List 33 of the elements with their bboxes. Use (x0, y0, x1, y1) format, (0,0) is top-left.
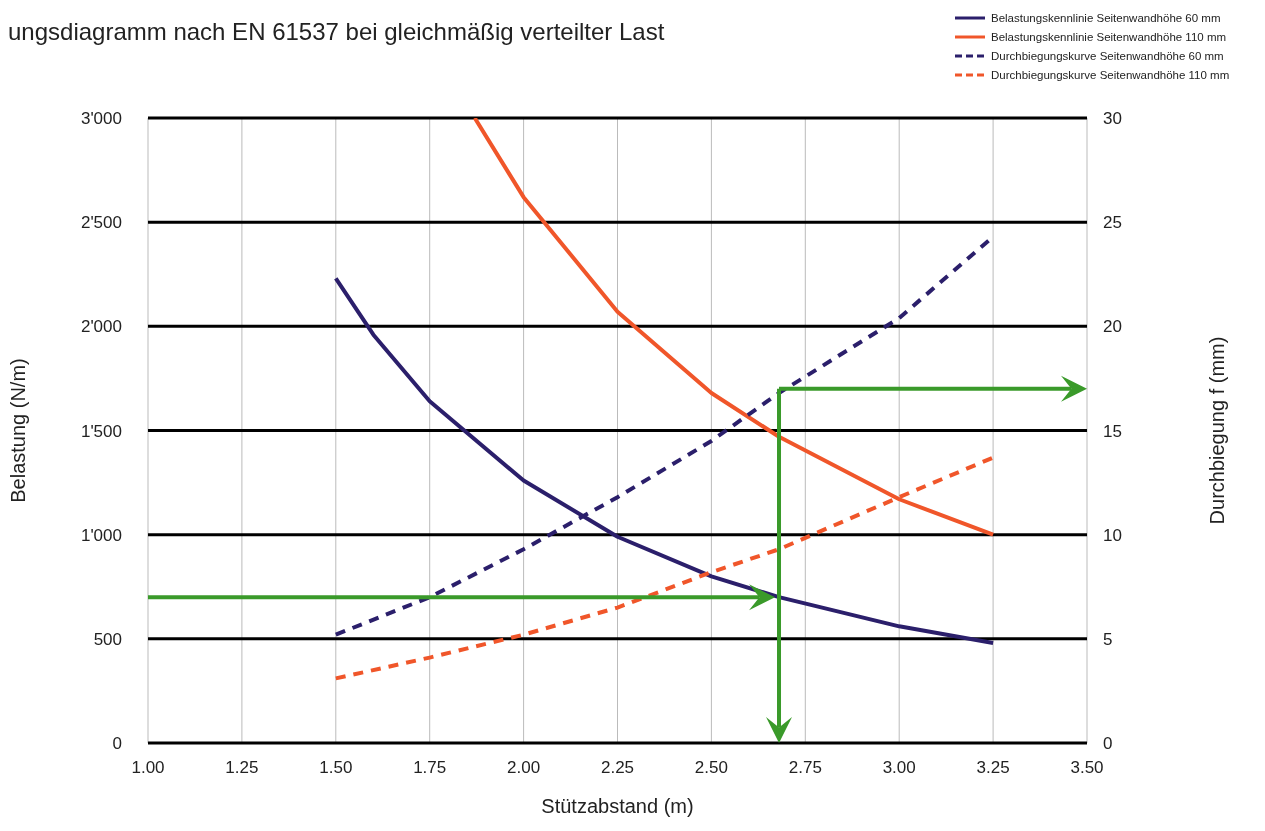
y-tick-label: 3'000 (80, 109, 122, 129)
legend-label: Belastungskennlinie Seitenwandhöhe 60 mm (991, 12, 1221, 24)
y-tick-label: 1'000 (80, 525, 122, 545)
y2-tick-label: 0 (1103, 734, 1113, 754)
legend-label: Durchbiegungskurve Seitenwandhöhe 60 mm (991, 50, 1224, 62)
y-axis-title: Belastung (N/m) (7, 358, 30, 503)
x-tick-label: 2.00 (507, 758, 541, 778)
x-axis-title: Stützabstand (m) (541, 795, 694, 817)
y2-tick-label: 10 (1103, 525, 1122, 545)
x-tick-label: 3.50 (1070, 758, 1104, 778)
x-tick-label: 2.75 (788, 758, 822, 778)
y2-tick-label: 30 (1103, 109, 1122, 129)
y-tick-label: 1'500 (80, 421, 122, 441)
x-tick-label: 2.50 (694, 758, 728, 778)
y2-axis-title: Durchbiegung f (mm) (1206, 336, 1229, 525)
x-tick-label: 1.50 (319, 758, 353, 778)
y2-tick-label: 5 (1103, 629, 1113, 649)
y2-tick-label: 20 (1103, 317, 1122, 337)
y2-tick-label: 15 (1103, 421, 1122, 441)
x-tick-label: 3.25 (976, 758, 1010, 778)
y2-tick-label: 25 (1103, 213, 1122, 233)
x-tick-label: 1.75 (413, 758, 447, 778)
x-tick-label: 1.25 (225, 758, 259, 778)
x-tick-label: 1.00 (131, 758, 165, 778)
y-tick-label: 0 (112, 734, 122, 754)
x-tick-label: 2.25 (600, 758, 635, 778)
y-tick-label: 500 (93, 629, 122, 649)
y-tick-label: 2'500 (80, 213, 122, 233)
chart-title: ungsdiagramm nach EN 61537 bei gleichmäßig verteilter Last (8, 18, 665, 46)
x-tick-label: 3.00 (882, 758, 916, 778)
legend-label: Belastungskennlinie Seitenwandhöhe 110 mm (991, 31, 1227, 43)
legend-label: Durchbiegungskurve Seitenwandhöhe 110 mm (991, 69, 1230, 81)
y-tick-label: 2'000 (80, 317, 122, 337)
